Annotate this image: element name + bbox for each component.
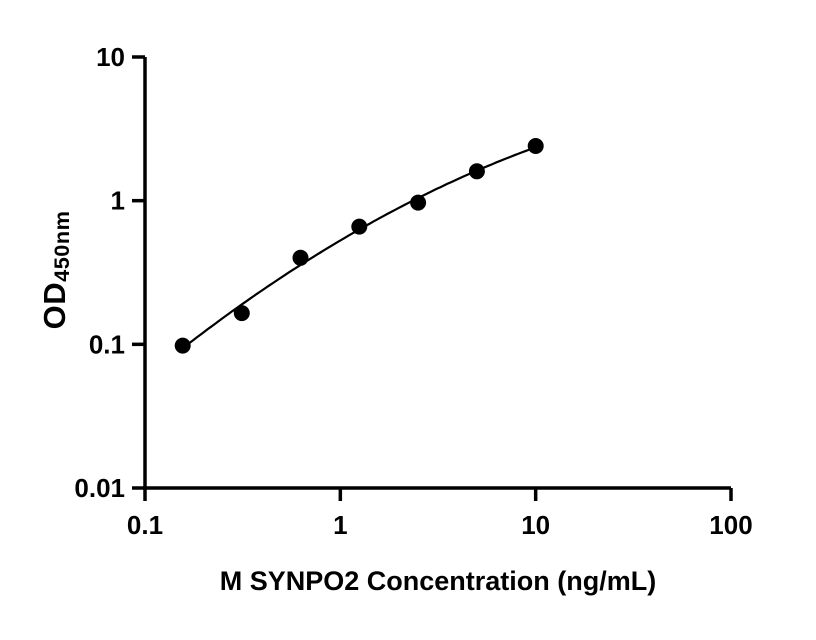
data-point	[233, 305, 250, 322]
axes-spines	[143, 57, 731, 490]
data-point	[410, 194, 427, 211]
x-tick-label: 100	[709, 510, 752, 540]
x-axis-label: M SYNPO2 Concentration (ng/mL)	[219, 566, 657, 596]
y-tick-label: 0.1	[89, 329, 125, 359]
y-axis-label-subscript: 450nm	[48, 210, 74, 282]
data-point	[527, 138, 544, 154]
x-tick-label: 0.1	[127, 510, 163, 540]
data-point	[468, 163, 485, 180]
y-tick-label: 0.01	[74, 473, 125, 503]
x-tick-label: 1	[333, 510, 347, 540]
y-tick-label: 10	[96, 42, 125, 72]
y-tick-label: 1	[111, 186, 125, 216]
y-axis-label: OD450nm	[37, 210, 74, 330]
x-tick-label: 10	[521, 510, 550, 540]
data-point	[174, 337, 191, 354]
y-axis-label-main: OD	[37, 281, 72, 330]
data-point	[292, 249, 309, 266]
data-point	[351, 218, 368, 235]
